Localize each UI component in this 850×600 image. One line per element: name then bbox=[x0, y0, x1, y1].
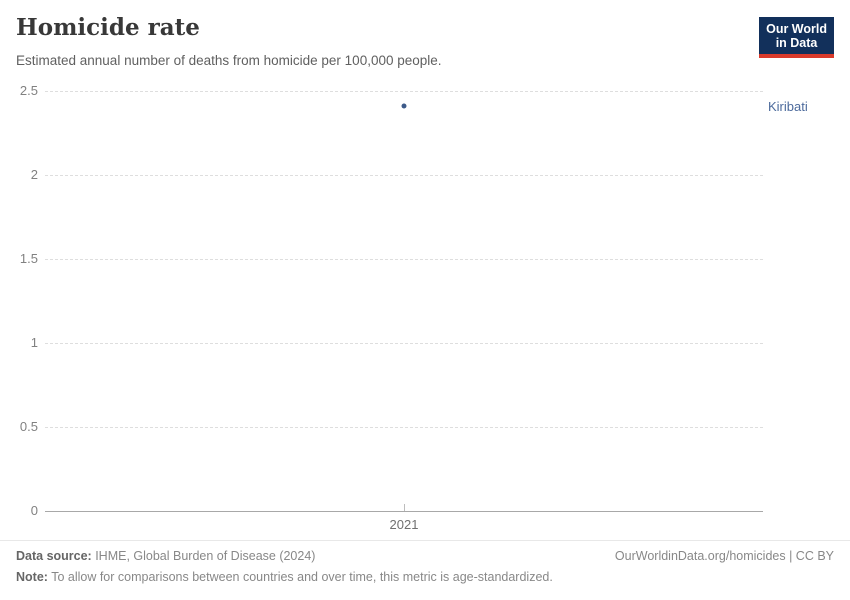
y-axis-tick-label: 1 bbox=[30, 335, 38, 350]
data-point-kiribati[interactable] bbox=[401, 103, 407, 109]
gridline bbox=[45, 427, 763, 428]
data-source-text: IHME, Global Burden of Disease (2024) bbox=[91, 549, 316, 563]
y-axis-tick-label: 1.5 bbox=[19, 251, 38, 266]
data-source-line: Data source: IHME, Global Burden of Dise… bbox=[16, 548, 315, 564]
chart-title: Homicide rate bbox=[16, 14, 200, 41]
owid-logo[interactable]: Our World in Data bbox=[759, 17, 834, 58]
y-axis-tick-label: 0.5 bbox=[19, 419, 38, 434]
gridline bbox=[45, 91, 763, 92]
data-source-label: Data source: bbox=[16, 549, 92, 563]
footer-divider bbox=[0, 540, 850, 541]
gridline bbox=[45, 175, 763, 176]
gridline bbox=[45, 343, 763, 344]
note-line: Note: To allow for comparisons between c… bbox=[16, 569, 553, 585]
chart-subtitle: Estimated annual number of deaths from h… bbox=[16, 53, 442, 68]
x-axis-tick-label: 2021 bbox=[389, 517, 419, 532]
owid-logo-line2: in Data bbox=[775, 36, 818, 51]
owid-logo-line1: Our World bbox=[766, 22, 827, 36]
gridline bbox=[45, 259, 763, 260]
x-axis-line bbox=[45, 511, 763, 512]
y-axis-tick-label: 2.5 bbox=[19, 83, 38, 98]
citation-link[interactable]: OurWorldinData.org/homicides | CC BY bbox=[614, 549, 834, 563]
note-text: To allow for comparisons between countri… bbox=[47, 570, 553, 584]
y-axis-tick-label: 0 bbox=[30, 503, 38, 518]
note-label: Note: bbox=[16, 570, 48, 584]
x-axis-tick bbox=[404, 504, 405, 511]
series-label-kiribati[interactable]: Kiribati bbox=[768, 99, 808, 115]
y-axis-tick-label: 2 bbox=[30, 167, 38, 182]
